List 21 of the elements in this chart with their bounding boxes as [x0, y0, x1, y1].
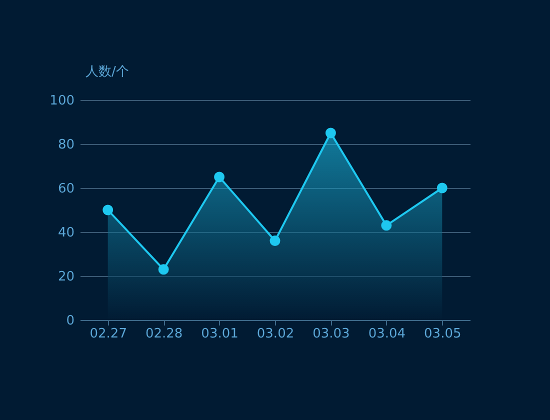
point	[325, 128, 336, 138]
x-tick-label: 02.27	[90, 326, 127, 342]
y-tick-label: 40	[58, 226, 74, 240]
y-tick-label: 80	[58, 138, 74, 152]
y-tick-label: 60	[58, 182, 74, 196]
y-tick-label: 0	[66, 314, 74, 328]
x-tick-label: 03.02	[256, 326, 294, 342]
point	[102, 204, 114, 216]
x-tick-label: 03.03	[312, 326, 350, 342]
y-tick-label: 100	[50, 94, 74, 108]
y-tick-label: 20	[58, 270, 74, 284]
y-axis-title: 人数/个	[86, 64, 129, 80]
point	[214, 172, 225, 182]
point	[158, 264, 169, 275]
x-tick-label: 03.05	[424, 326, 462, 342]
point	[381, 220, 392, 231]
x-tick-label: 03.01	[201, 326, 238, 342]
point	[270, 236, 280, 246]
x-tick-label: 03.04	[368, 326, 406, 342]
x-tick-label: 02.28	[145, 326, 183, 342]
point	[436, 182, 448, 194]
